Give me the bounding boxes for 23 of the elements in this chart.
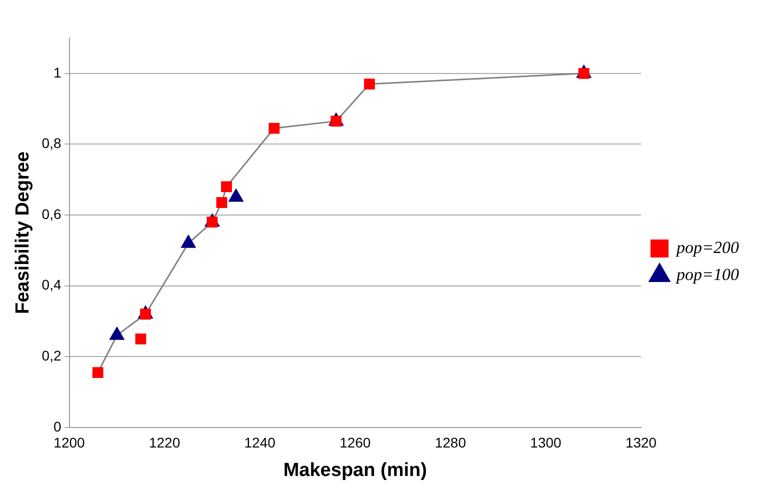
legend-label: pop=100 <box>676 264 740 284</box>
x-tick-label: 1200 <box>54 434 86 451</box>
legend-label: pop=200 <box>676 238 740 257</box>
point <box>135 333 146 344</box>
y-axis-title: Feasibility Degree <box>12 151 34 314</box>
x-tick-label: 1240 <box>244 434 276 451</box>
point <box>221 181 232 192</box>
y-tick-label: 0 <box>53 418 62 434</box>
y-tick-label: 0,4 <box>42 276 62 293</box>
point <box>216 197 228 208</box>
y-tick-label: 1 <box>53 64 62 80</box>
x-tick-label: 1300 <box>530 434 562 451</box>
x-tick-label: 1220 <box>148 434 180 451</box>
point <box>364 78 375 90</box>
x-tick-label: 1260 <box>340 434 371 451</box>
x-axis-title: Makespan (min) <box>283 460 427 481</box>
x-tick-label: 1320 <box>625 434 657 451</box>
x-tick-label: 1280 <box>434 434 466 451</box>
y-tick-label: 0,8 <box>42 135 62 152</box>
point <box>268 122 280 134</box>
y-tick-label: 0,2 <box>42 347 62 364</box>
point <box>92 367 104 378</box>
y-tick-label: 0,6 <box>42 206 62 222</box>
